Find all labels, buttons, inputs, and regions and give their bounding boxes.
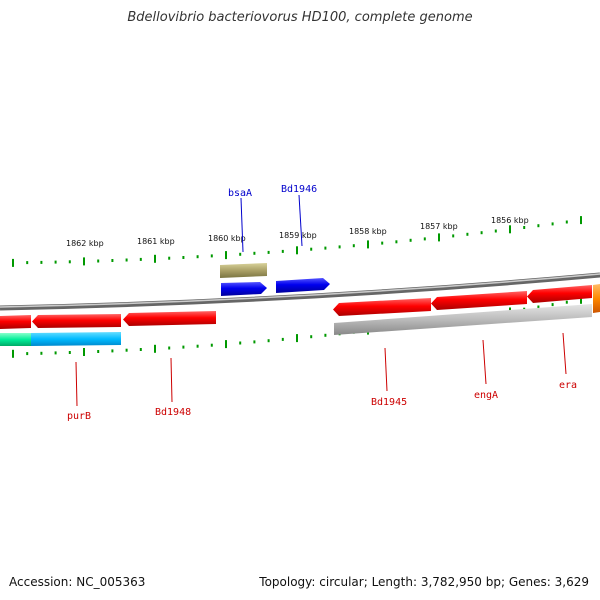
stats-separator: ; <box>500 575 506 589</box>
accession-value: NC_005363 <box>76 575 146 589</box>
gray-feature[interactable] <box>334 304 592 335</box>
page-title: Bdellovibrio bacteriovorus HD100, comple… <box>127 10 473 25</box>
cyan-feature[interactable] <box>31 332 121 346</box>
genes-label: Genes: <box>508 575 551 589</box>
green-feature[interactable] <box>0 333 31 346</box>
outer-scale-ticks <box>12 216 582 267</box>
orange-feature[interactable] <box>593 284 600 313</box>
length-value: 3,782,950 bp <box>420 575 501 589</box>
scale-labels: 1862 kbp 1861 kbp 1860 kbp 1859 kbp 1858… <box>66 216 529 248</box>
gene-label-Bd1946[interactable]: Bd1946 <box>281 184 317 195</box>
gene-bsaA[interactable] <box>221 282 267 296</box>
scale-label: 1860 kbp <box>208 234 246 243</box>
scale-label: 1859 kbp <box>279 231 317 240</box>
leader-line <box>75 361 78 407</box>
gene-Bd1946[interactable] <box>276 278 330 293</box>
genes-value: 3,629 <box>554 575 589 589</box>
scale-label: 1857 kbp <box>420 222 458 231</box>
gene-purB-fragment[interactable] <box>0 315 31 329</box>
scale-label: 1861 kbp <box>137 237 175 246</box>
leader-line <box>384 347 388 392</box>
accession-info: Accession: NC_005363 <box>9 575 145 589</box>
topology-value: circular <box>319 575 364 589</box>
leader-line <box>482 339 487 385</box>
gene-era[interactable] <box>527 285 592 303</box>
leader-line <box>562 332 567 375</box>
leader-line <box>298 194 303 247</box>
gene-engA[interactable] <box>431 291 527 310</box>
gene-Bd1945[interactable] <box>333 298 431 316</box>
stats-separator: ; <box>363 575 368 589</box>
rna-feature[interactable] <box>220 263 267 278</box>
genome-stats: Topology: circular; Length: 3,782,950 bp… <box>259 575 589 589</box>
gene-red-1[interactable] <box>32 314 121 328</box>
gene-label-era[interactable]: era <box>559 380 577 391</box>
scale-label: 1858 kbp <box>349 227 387 236</box>
gene-Bd1948[interactable] <box>123 311 216 326</box>
gene-label-bsaA[interactable]: bsaA <box>228 188 252 199</box>
scale-label: 1862 kbp <box>66 239 104 248</box>
scale-label: 1856 kbp <box>491 216 529 225</box>
gene-label-Bd1948[interactable]: Bd1948 <box>155 407 191 418</box>
topology-label: Topology: <box>259 575 316 589</box>
accession-label: Accession: <box>9 575 73 589</box>
gene-label-purB[interactable]: purB <box>67 411 91 422</box>
gene-label-Bd1945[interactable]: Bd1945 <box>371 397 407 408</box>
genome-backbone <box>0 272 600 311</box>
label-leaders <box>75 194 567 407</box>
leader-line <box>240 197 244 253</box>
leader-line <box>170 357 173 403</box>
genome-backbone-highlight <box>0 273 600 308</box>
length-label: Length: <box>371 575 418 589</box>
gene-label-engA[interactable]: engA <box>474 390 498 401</box>
